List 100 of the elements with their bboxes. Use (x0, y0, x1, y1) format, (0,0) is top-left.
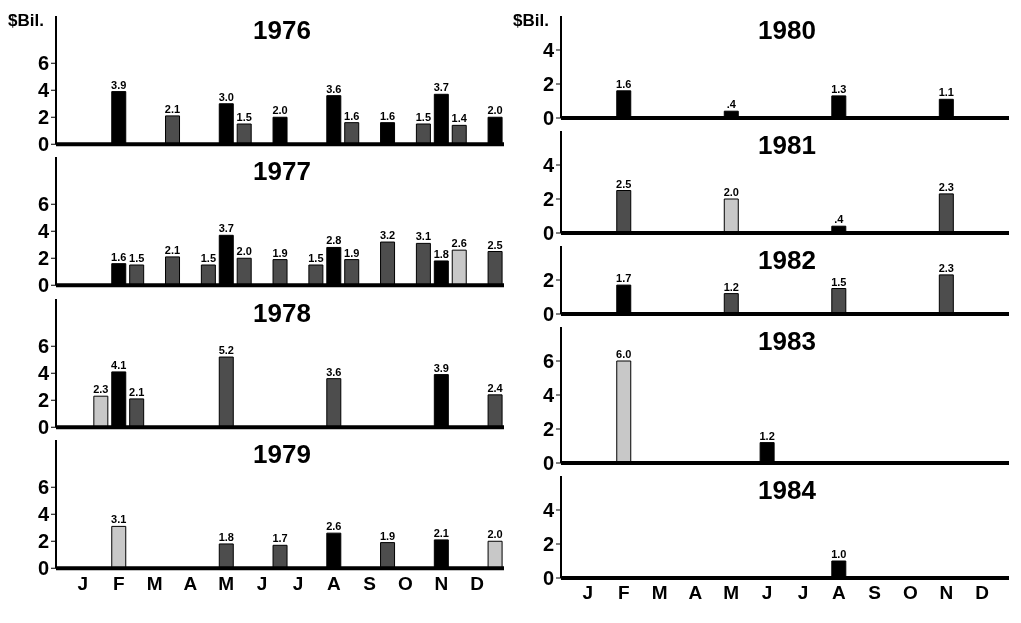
chart-title: 1977 (253, 156, 311, 187)
y-tick-label: 2 (542, 418, 554, 441)
x-tick-label: N (434, 572, 449, 594)
data-label: 2.5 (487, 238, 503, 251)
y-tick-label: 0 (37, 274, 49, 297)
y-tick-label: 2 (37, 530, 49, 553)
y-tick-label: 4 (37, 361, 50, 384)
y-tick-label: 2 (542, 269, 554, 292)
data-label: 1.9 (344, 246, 360, 259)
y-tick-label: 6 (37, 476, 49, 499)
y-tick-label: 2 (37, 106, 49, 129)
chart-title: 1981 (758, 130, 816, 160)
chart-title: 1980 (758, 15, 816, 45)
data-label: 3.1 (415, 230, 432, 243)
y-tick-label: 0 (542, 303, 554, 326)
x-tick-label: O (398, 572, 413, 594)
x-tick-label: M (146, 572, 163, 594)
data-label: 1.7 (616, 272, 632, 285)
data-label: 2.3 (938, 180, 954, 193)
y-tick-label: 2 (37, 388, 49, 411)
y-tick-label: 0 (37, 415, 49, 438)
data-label: 1.5 (831, 275, 847, 288)
x-tick-label: J (797, 582, 809, 604)
x-tick-label: J (256, 572, 268, 594)
x-tick-label: M (651, 582, 668, 604)
y-tick-label: 2 (542, 73, 554, 96)
y-tick-label: 2 (542, 533, 554, 556)
data-label: 1.2 (723, 280, 739, 293)
x-tick-label: A (326, 572, 341, 594)
data-label: 2.6 (326, 519, 342, 532)
y-tick-label: 0 (542, 107, 554, 130)
data-label: 3.7 (218, 222, 234, 235)
x-tick-label: O (903, 582, 918, 604)
data-label: 1.1 (938, 86, 954, 99)
chart-title: 1976 (253, 15, 311, 45)
x-tick-label: J (761, 582, 773, 604)
y-tick-label: 0 (37, 557, 49, 580)
data-label: 3.9 (433, 361, 449, 374)
data-label: 2.3 (93, 382, 109, 395)
data-label: 3.9 (111, 78, 127, 91)
data-label: 5.2 (218, 343, 234, 356)
y-tick-label: 4 (542, 384, 555, 407)
data-label: 6.0 (616, 348, 632, 360)
data-label: 3.7 (433, 81, 449, 94)
x-tick-label: S (868, 582, 881, 604)
y-tick-label: 0 (542, 452, 554, 475)
data-label: 2.3 (938, 261, 954, 274)
data-label: 3.6 (326, 82, 342, 95)
x-tick-label: S (363, 572, 376, 594)
y-tick-label: 4 (542, 39, 555, 62)
y-tick-label: 6 (37, 52, 49, 75)
x-tick-label: F (617, 582, 630, 604)
y-tick-label: 2 (37, 247, 49, 270)
data-label: 3.0 (218, 90, 234, 103)
data-label: 3.2 (379, 229, 396, 242)
data-label: 1.8 (433, 248, 449, 261)
data-label: 1.3 (831, 82, 847, 95)
data-label: 4.1 (111, 358, 127, 371)
data-label: 2.1 (433, 526, 449, 539)
data-label: 2.6 (451, 237, 467, 250)
y-tick-label: 2 (542, 188, 554, 211)
data-label: 1.5 (308, 252, 324, 265)
data-label: 2.4 (487, 381, 504, 394)
y-axis-title: $Bil. (8, 10, 44, 32)
y-tick-label: 6 (37, 334, 49, 357)
data-label: 1.5 (129, 252, 145, 265)
data-label: 2.0 (487, 104, 503, 117)
data-label: 1.9 (272, 246, 288, 259)
data-label: 2.1 (164, 244, 181, 257)
x-tick-label: D (975, 582, 989, 604)
data-label: 1.5 (200, 252, 217, 265)
x-tick-label: M (218, 572, 235, 594)
data-label: 2.5 (616, 177, 632, 190)
y-tick-label: 4 (37, 79, 50, 102)
y-tick-label: 0 (37, 133, 49, 156)
y-tick-label: 6 (542, 350, 554, 373)
y-tick-label: 4 (542, 499, 555, 522)
data-label: 2.1 (129, 385, 145, 398)
data-label: 1.5 (236, 111, 252, 123)
x-tick-label: J (582, 582, 594, 604)
data-label: 1.0 (831, 548, 847, 560)
chart-title: 1984 (758, 475, 816, 505)
data-label: 1.4 (451, 112, 468, 125)
data-label: 2.0 (272, 104, 288, 117)
x-tick-label: A (688, 582, 703, 604)
data-label: .4 (834, 213, 845, 226)
chart-title: 1978 (253, 297, 311, 328)
y-tick-label: 4 (542, 154, 555, 177)
x-tick-label: F (112, 572, 125, 594)
data-label: .4 (726, 98, 737, 111)
x-tick-label: N (939, 582, 954, 604)
data-label: 1.7 (272, 532, 288, 545)
data-label: 1.6 (111, 250, 127, 263)
data-label: 1.6 (616, 77, 632, 90)
y-tick-label: 0 (542, 567, 554, 590)
data-label: 2.0 (723, 186, 739, 198)
data-label: 2.0 (236, 245, 252, 258)
data-label: 1.8 (218, 530, 234, 543)
chart-title: 1983 (758, 326, 816, 356)
x-tick-label: A (183, 572, 198, 594)
